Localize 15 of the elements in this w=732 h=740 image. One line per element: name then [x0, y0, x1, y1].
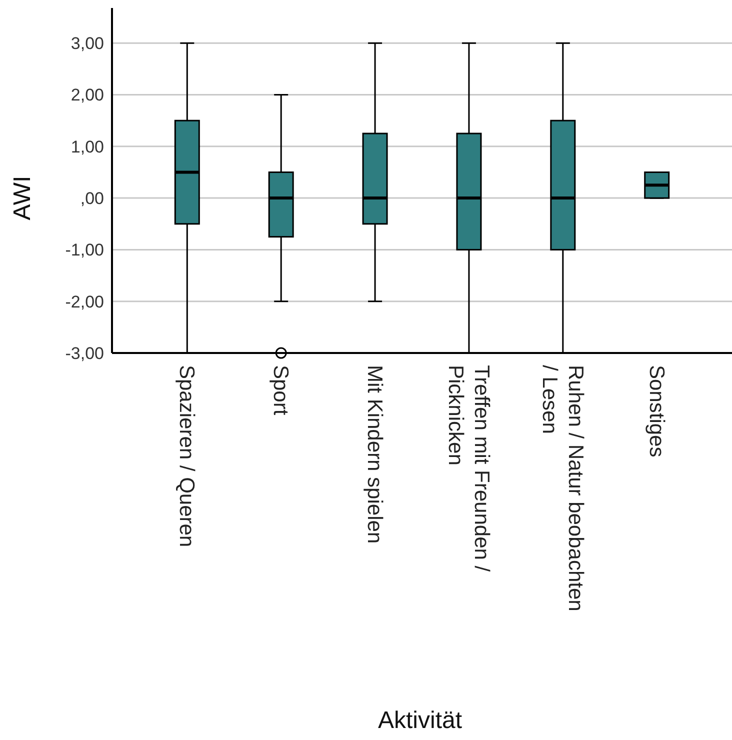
- x-tick-label: Treffen mit Freunden / Picknicken: [444, 365, 494, 572]
- x-tick-label: Sonstiges: [645, 365, 668, 458]
- y-tick-label: -1,00: [65, 240, 104, 260]
- y-tick-label: -3,00: [65, 344, 104, 363]
- y-axis-title: AWI: [9, 176, 36, 220]
- x-tick-label: Sport: [270, 365, 293, 416]
- y-tick-label: 2,00: [70, 86, 104, 105]
- x-tick-label: Mit Kindern spielen: [364, 365, 387, 544]
- y-tick-label: 3,00: [70, 34, 104, 54]
- y-tick-label: ,00: [80, 189, 104, 208]
- x-axis-title: Aktivität: [378, 707, 462, 734]
- x-tick-label: Spazieren / Queren: [176, 365, 199, 548]
- y-tick-label: -2,00: [65, 292, 104, 312]
- y-tick-label: 1,00: [70, 137, 104, 156]
- x-tick-label: Ruhen / Natur beobachten / Lesen: [538, 365, 588, 612]
